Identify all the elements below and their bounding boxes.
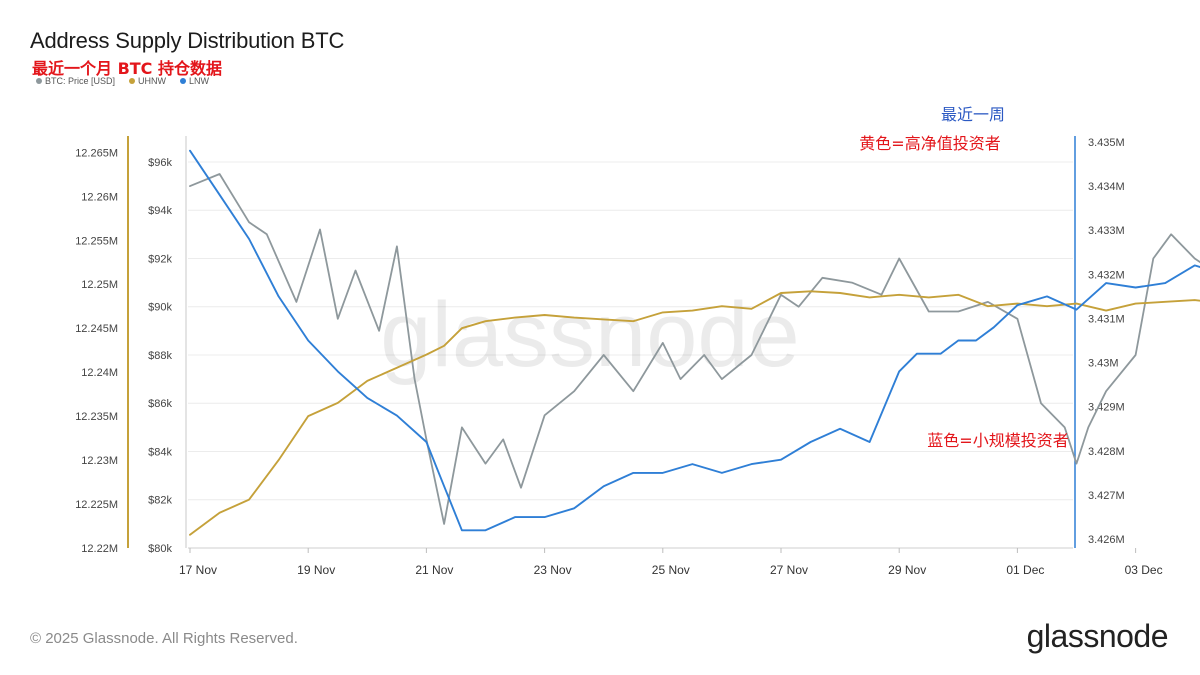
price-tick-label: $84k xyxy=(148,446,172,458)
x-tick-label: 23 Nov xyxy=(534,563,572,577)
copyright: © 2025 Glassnode. All Rights Reserved. xyxy=(30,630,298,647)
yellow-note: 黄色=高净值投资者 xyxy=(859,134,1000,153)
lnw-tick-label: 3.433M xyxy=(1088,225,1125,237)
x-tick-label: 21 Nov xyxy=(415,563,453,577)
price-tick-label: $82k xyxy=(148,495,172,507)
uhnw-tick-label: 12.255M xyxy=(75,235,118,247)
price-tick-label: $90k xyxy=(148,302,172,314)
chart-title: Address Supply Distribution BTC xyxy=(30,28,345,53)
x-tick-label: 17 Nov xyxy=(179,563,217,577)
watermark: glassnode xyxy=(380,284,799,386)
price-tick-label: $86k xyxy=(148,398,172,410)
price-tick-label: $88k xyxy=(148,350,172,362)
lnw-tick-label: 3.428M xyxy=(1088,446,1125,458)
lnw-tick-label: 3.431M xyxy=(1088,313,1125,325)
uhnw-tick-label: 12.225M xyxy=(75,499,118,511)
lnw-tick-label: 3.426M xyxy=(1088,534,1125,546)
uhnw-tick-label: 12.265M xyxy=(75,147,118,159)
series-line-uhnw[interactable] xyxy=(189,148,1200,536)
legend-label: UHNW xyxy=(138,76,167,86)
x-tick-label: 25 Nov xyxy=(652,563,690,577)
week-label: 最近一周 xyxy=(941,105,1005,124)
x-tick-label: 19 Nov xyxy=(297,563,335,577)
legend: BTC: Price [USD] UHNW LNW xyxy=(36,76,209,86)
price-tick-label: $94k xyxy=(148,205,172,217)
uhnw-tick-label: 12.235M xyxy=(75,411,118,423)
blue-note: 蓝色=小规模投资者 xyxy=(927,431,1068,450)
lnw-tick-label: 3.435M xyxy=(1088,137,1125,149)
uhnw-tick-label: 12.26M xyxy=(81,191,118,203)
lnw-tick-label: 3.43M xyxy=(1088,358,1119,370)
chart-subtitle: 最近一个月 BTC 持仓数据 xyxy=(32,59,222,78)
price-tick-label: $96k xyxy=(148,157,172,169)
lnw-tick-label: 3.434M xyxy=(1088,181,1125,193)
uhnw-tick-label: 12.25M xyxy=(81,279,118,291)
lnw-tick-label: 3.427M xyxy=(1088,490,1125,502)
x-tick-label: 03 Dec xyxy=(1125,563,1163,577)
x-tick-label: 01 Dec xyxy=(1006,563,1044,577)
price-tick-label: $80k xyxy=(148,543,172,555)
series-line-btc[interactable] xyxy=(189,173,1200,525)
chart-plot[interactable]: glassnode 12.22M 12.225M 12.23M 12.235M 12.2… xyxy=(0,0,1200,600)
x-tick-label: 29 Nov xyxy=(888,563,926,577)
price-tick-label: $92k xyxy=(148,253,172,265)
x-tick-label: 27 Nov xyxy=(770,563,808,577)
legend-item-uhnw[interactable]: UHNW xyxy=(129,76,166,86)
legend-item-price[interactable]: BTC: Price [USD] xyxy=(36,76,115,86)
legend-item-lnw[interactable]: LNW xyxy=(180,76,209,86)
legend-label: LNW xyxy=(189,76,210,86)
brand-logo[interactable]: glassnode xyxy=(1026,618,1169,654)
legend-dot-icon xyxy=(129,78,136,84)
uhnw-tick-label: 12.24M xyxy=(81,367,118,379)
legend-label: BTC: Price [USD] xyxy=(45,76,116,86)
uhnw-tick-label: 12.245M xyxy=(75,323,118,335)
legend-dot-icon xyxy=(180,78,187,84)
legend-dot-icon xyxy=(36,78,42,84)
lnw-tick-label: 3.429M xyxy=(1088,402,1125,414)
lnw-tick-label: 3.432M xyxy=(1088,269,1125,281)
uhnw-tick-label: 12.22M xyxy=(81,543,118,555)
uhnw-tick-label: 12.23M xyxy=(81,455,118,467)
series-line-lnw[interactable] xyxy=(189,149,1200,532)
